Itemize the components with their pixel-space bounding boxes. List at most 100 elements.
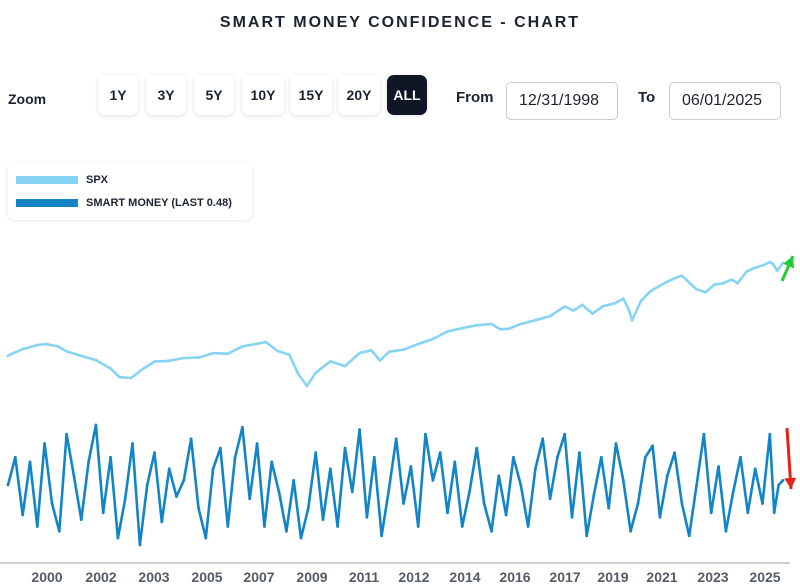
x-tick-label: 2005 xyxy=(191,569,222,585)
x-tick-label: 2014 xyxy=(449,569,480,585)
spx-series-line-point xyxy=(378,359,382,362)
spx-series-line-point xyxy=(255,342,259,346)
smart-money-series-line-point xyxy=(197,506,200,510)
smart-money-series-line-point xyxy=(321,518,325,521)
smart-money-series-line-point xyxy=(365,515,369,519)
to-date-input[interactable] xyxy=(669,82,781,120)
smart-money-series-line-point xyxy=(233,455,237,459)
zoom-5y-button[interactable]: 5Y xyxy=(194,75,234,115)
smart-money-series-line-point xyxy=(497,474,501,478)
smart-money-series-line-point xyxy=(658,515,662,519)
smart-money-series-line-point xyxy=(402,502,405,505)
smart-money-series-line-point xyxy=(687,534,691,538)
smart-money-series-line-point xyxy=(285,529,288,533)
smart-money-series-line-point xyxy=(746,511,750,515)
legend-item-spx[interactable]: SPX xyxy=(16,174,108,186)
spx-series-line-point xyxy=(712,283,716,287)
zoom-1y-button[interactable]: 1Y xyxy=(98,75,138,115)
smart-money-series-line-point xyxy=(204,536,208,540)
smart-money-series-line-point xyxy=(211,467,215,471)
smart-money-series-line-point xyxy=(651,444,654,448)
spx-series-line-point xyxy=(369,348,373,352)
zoom-label: Zoom xyxy=(8,91,47,107)
zoom-20y-button[interactable]: 20Y xyxy=(338,75,380,115)
x-tick-label: 2019 xyxy=(597,569,628,585)
zoom-3y-button[interactable]: 3Y xyxy=(146,75,186,115)
smart-money-series-line-point xyxy=(409,465,413,468)
smart-money-series-line-point xyxy=(599,455,603,459)
spx-series-line-point xyxy=(276,349,279,353)
legend-label-spx: SPX xyxy=(86,174,109,186)
spx-series-line-point xyxy=(753,266,757,269)
spx-series-line-point xyxy=(621,297,625,300)
spx-series-line-point xyxy=(226,352,230,356)
spx-series-line-point xyxy=(182,356,186,360)
zoom-10y-button[interactable]: 10Y xyxy=(242,75,284,115)
spx-series-line-point xyxy=(563,305,567,308)
smart-money-series-line-point xyxy=(50,502,54,505)
smart-money-series-line xyxy=(6,423,784,547)
spx-series-line-point xyxy=(141,367,145,371)
smart-money-series-line-point xyxy=(138,543,142,547)
spx-series-line-point xyxy=(591,312,594,315)
zoom-all-button[interactable]: ALL xyxy=(387,75,427,115)
spx-series-line-point xyxy=(431,337,435,341)
smart-money-series-line-point xyxy=(695,483,698,487)
smart-money-series-line-point xyxy=(94,423,98,427)
x-tick-label: 2003 xyxy=(138,569,169,585)
spx-series-line-point xyxy=(507,327,511,331)
from-date-input[interactable] xyxy=(506,82,618,120)
zoom-15y-button[interactable]: 15Y xyxy=(290,75,332,115)
smart-money-series-line-point xyxy=(101,511,105,515)
chart-title: SMART MONEY CONFIDENCE - CHART xyxy=(219,14,581,31)
x-tick-label: 2009 xyxy=(296,569,327,585)
spx-series-line-point xyxy=(674,276,678,279)
smart-money-series-line-point xyxy=(446,511,449,515)
smart-money-series-line-point xyxy=(182,479,186,482)
smart-money-series-line-point xyxy=(189,437,193,441)
smart-money-series-line-point xyxy=(358,428,361,431)
smart-money-series-line-point xyxy=(350,490,354,494)
smart-money-down-arrow-icon xyxy=(784,427,797,490)
legend-swatch-smart-money xyxy=(16,199,78,207)
spx-series-line-point xyxy=(730,278,734,281)
smart-money-series-line-point xyxy=(72,474,76,478)
smart-money-series-line-point xyxy=(65,432,68,436)
smart-money-series-line-point xyxy=(534,467,537,471)
smart-money-series-line-point xyxy=(219,446,222,450)
spx-series-line-point xyxy=(613,302,616,305)
spx-series-line-point xyxy=(498,327,502,331)
spx-series-line-point xyxy=(343,364,347,368)
from-label: From xyxy=(456,89,494,106)
spx-series-line-point xyxy=(689,282,693,286)
smart-money-series-line-point xyxy=(761,502,764,505)
spx-series-line-point xyxy=(44,342,48,346)
spx-series-line-point xyxy=(305,384,309,388)
smart-money-series-line-point xyxy=(453,460,457,464)
spx-series-line-point xyxy=(241,345,244,348)
to-label: To xyxy=(638,89,656,106)
smart-money-series-line-point xyxy=(578,451,581,455)
x-tick-label: 2025 xyxy=(749,569,780,585)
spx-series-line-point xyxy=(601,304,605,308)
spx-series-line-point xyxy=(446,330,449,333)
smart-money-series-line-point xyxy=(768,432,772,436)
smart-money-series-line-point xyxy=(372,455,376,459)
spx-series-line-point xyxy=(548,314,552,318)
spx-series-line-point xyxy=(211,351,215,355)
x-tick-label: 2000 xyxy=(31,569,62,585)
smart-money-series-line-point xyxy=(43,442,46,445)
smart-money-series-line-point xyxy=(343,446,347,450)
smart-money-series-line-point xyxy=(328,467,332,471)
smart-money-series-line-point xyxy=(438,451,442,455)
spx-series-line-point xyxy=(704,291,707,294)
smart-money-series-line-point xyxy=(306,506,310,510)
legend-item-smart-money[interactable]: SMART MONEY (LAST 0.48) xyxy=(16,197,232,209)
spx-series-line-point xyxy=(519,322,523,326)
smart-money-series-line-point xyxy=(556,455,559,459)
x-tick-label: 2007 xyxy=(243,569,274,585)
legend-label-smart-money: SMART MONEY (LAST 0.48) xyxy=(86,197,232,209)
spx-series-line-point xyxy=(572,309,575,312)
spx-series-line-point xyxy=(387,350,391,354)
smart-money-series-line-point xyxy=(607,506,611,510)
